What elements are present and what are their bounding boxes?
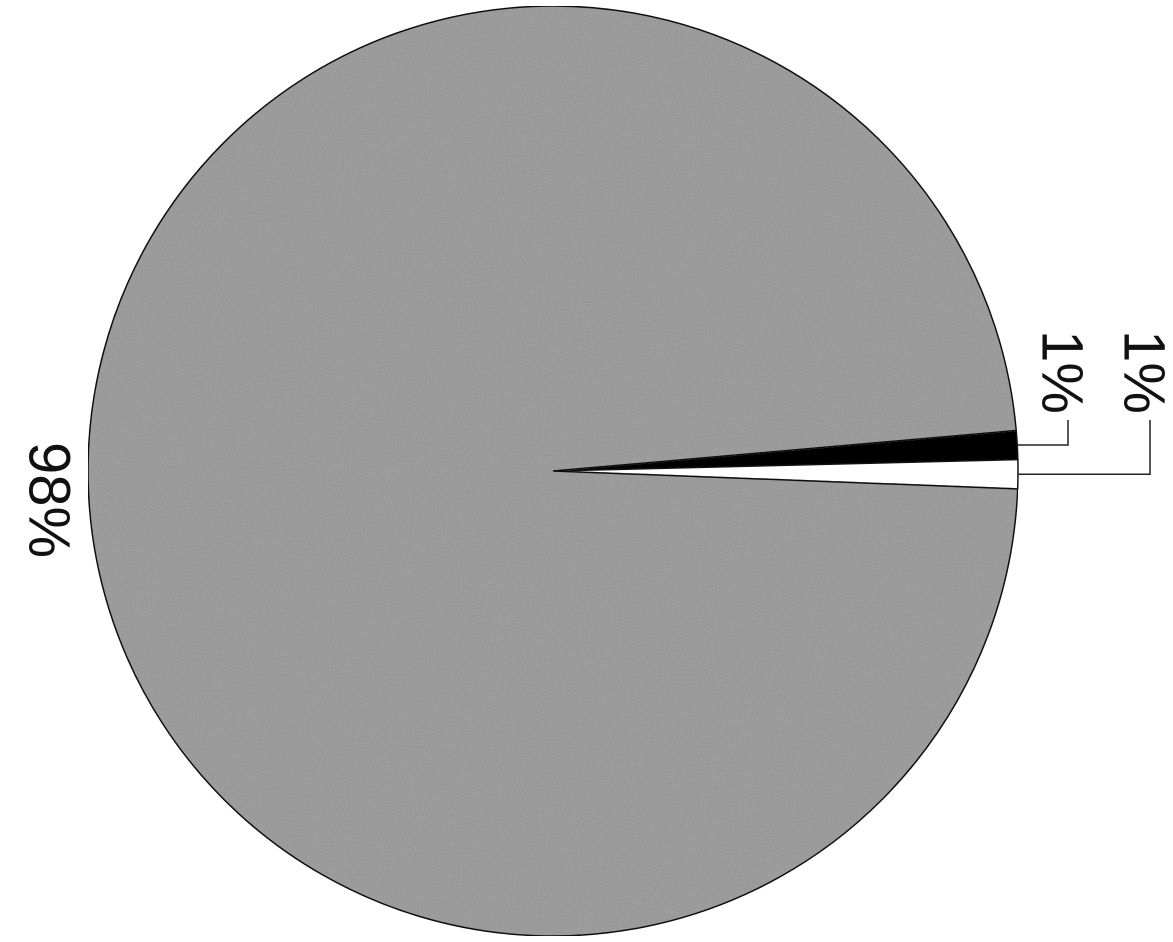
labels: 1% 1% 98% [17, 330, 1173, 558]
pie [87, 5, 1019, 937]
leader-line [1017, 420, 1069, 446]
data-label: 1% [1030, 330, 1095, 414]
leader-line [1017, 420, 1151, 475]
data-label: 98% [17, 442, 82, 558]
data-label: 1% [1112, 330, 1173, 414]
pie-slice [87, 5, 1019, 937]
